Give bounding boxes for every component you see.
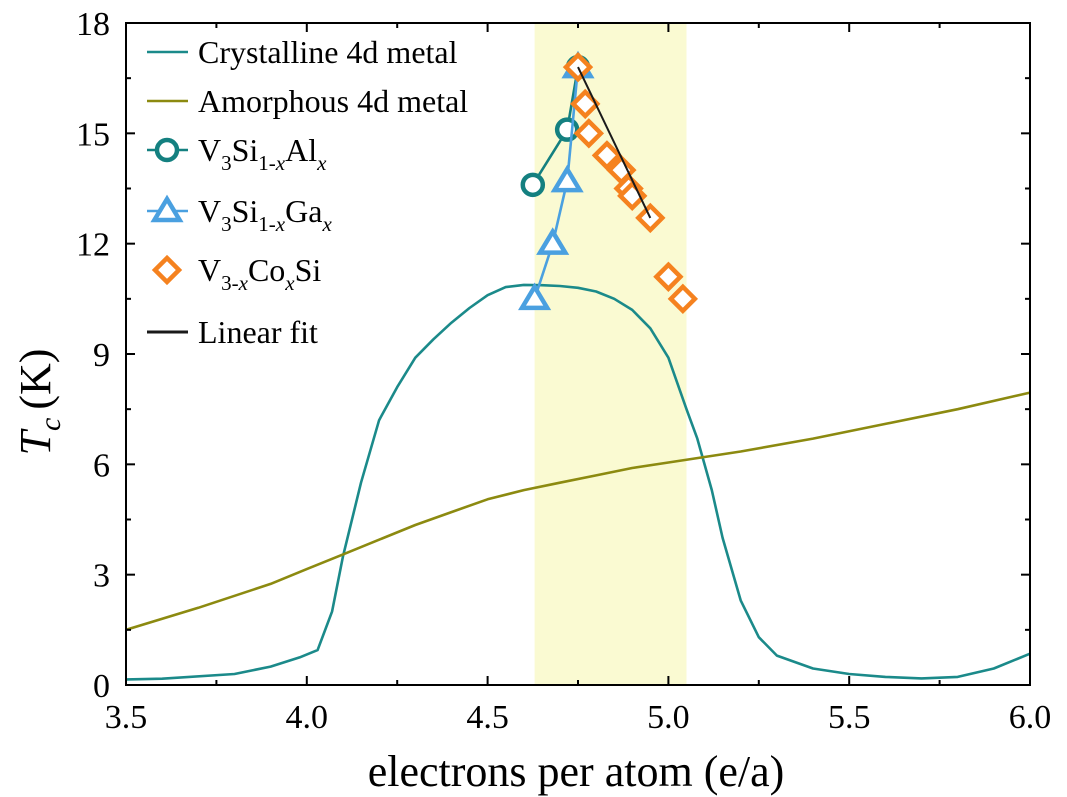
x-axis-title: electrons per atom (e/a) xyxy=(368,747,785,796)
legend-label-part: x xyxy=(284,271,295,295)
legend-label: V3Si1-xAlx xyxy=(198,132,327,175)
y-axis-title-subscript: c xyxy=(34,418,67,431)
x-tick-label: 5.0 xyxy=(647,699,690,736)
y-axis-title-unit: (K) xyxy=(11,349,60,410)
series-linear-fit xyxy=(577,66,652,219)
legend-label-part: x xyxy=(275,212,286,236)
legend-label-part: V xyxy=(198,132,221,168)
legend-label: V3-xCoxSi xyxy=(198,252,321,295)
legend-entry: Linear fit xyxy=(147,314,318,350)
legend-entry: V3Si1-xGax xyxy=(147,193,332,236)
series-line xyxy=(125,391,1031,632)
data-point xyxy=(617,180,648,212)
legend-label-part: Co xyxy=(248,252,285,288)
y-tick-label: 0 xyxy=(93,668,110,705)
legend-label-part: x xyxy=(275,151,286,175)
legend-marker xyxy=(154,137,180,163)
series-amorphous-4d-metal xyxy=(125,391,1031,632)
x-tick-label: 4.0 xyxy=(286,699,329,736)
data-point xyxy=(536,227,570,255)
legend-label-part: Amorphous 4d metal xyxy=(198,83,468,119)
data-point xyxy=(653,261,684,292)
data-point xyxy=(591,140,623,171)
y-tick-label: 9 xyxy=(93,337,110,374)
legend-label: Crystalline 4d metal xyxy=(198,34,458,70)
legend-label: Amorphous 4d metal xyxy=(198,83,468,119)
legend-label-part: 3 xyxy=(221,151,232,175)
x-tick-label: 5.5 xyxy=(828,699,871,736)
legend-marker xyxy=(150,194,184,223)
legend-label-part: 3 xyxy=(221,212,232,236)
series-layer xyxy=(125,50,1031,681)
legend-label: Linear fit xyxy=(198,314,318,350)
series-v3-xcoxsi xyxy=(562,51,699,315)
legend-label: V3Si1-xGax xyxy=(198,193,332,236)
legend-label-part: Si xyxy=(232,132,259,168)
y-tick-label: 3 xyxy=(93,558,110,595)
y-tick-label: 6 xyxy=(93,447,110,484)
y-tick-label: 18 xyxy=(76,6,110,43)
data-point xyxy=(667,283,699,315)
x-tick-label: 3.5 xyxy=(105,699,148,736)
legend-label-part: 3- xyxy=(221,271,239,295)
legend-label-part: V xyxy=(198,252,221,288)
data-point xyxy=(518,282,552,311)
legend-label-part: V xyxy=(198,193,221,229)
data-point xyxy=(554,117,580,142)
legend-label-part: Linear fit xyxy=(198,314,318,350)
series-line xyxy=(125,283,1031,681)
legend-entry: Crystalline 4d metal xyxy=(147,34,458,70)
legend-label-part: Si xyxy=(232,193,259,229)
x-tick-label: 4.5 xyxy=(466,699,509,736)
y-axis-title-symbol: T xyxy=(11,427,60,455)
legend-label-part: Crystalline 4d metal xyxy=(198,34,458,70)
legend-entry: Amorphous 4d metal xyxy=(147,83,468,119)
data-point xyxy=(520,172,546,198)
data-point xyxy=(550,164,584,193)
legend-label-part: x xyxy=(321,212,332,236)
legend-marker xyxy=(151,254,183,286)
y-axis-title: Tc (K) xyxy=(11,349,67,456)
series-line xyxy=(533,66,580,300)
x-tick-label: 6.0 xyxy=(1009,699,1052,736)
y-tick-label: 12 xyxy=(76,227,110,264)
legend-label-part: x xyxy=(238,271,249,295)
legend-entry: V3Si1-xAlx xyxy=(147,132,327,175)
legend-label-part: 1- xyxy=(258,151,276,175)
data-point xyxy=(635,202,666,234)
legend-label-part: Si xyxy=(295,252,322,288)
series-line xyxy=(577,66,652,219)
ticks-layer: 3.5 4.0 4.5 5.0 5.5 6.0 0 3 6 9 12 15 18 xyxy=(76,6,1051,736)
legend-label-part: Al xyxy=(285,132,317,168)
y-tick-label: 15 xyxy=(76,116,110,153)
legend-label-part: 1- xyxy=(258,212,276,236)
legend-label-part: Ga xyxy=(285,193,322,229)
data-point xyxy=(573,118,605,149)
legend-label-part: x xyxy=(316,151,327,175)
legend-entry: V3-xCoxSi xyxy=(151,252,321,295)
series-crystalline-4d-metal xyxy=(125,283,1031,681)
